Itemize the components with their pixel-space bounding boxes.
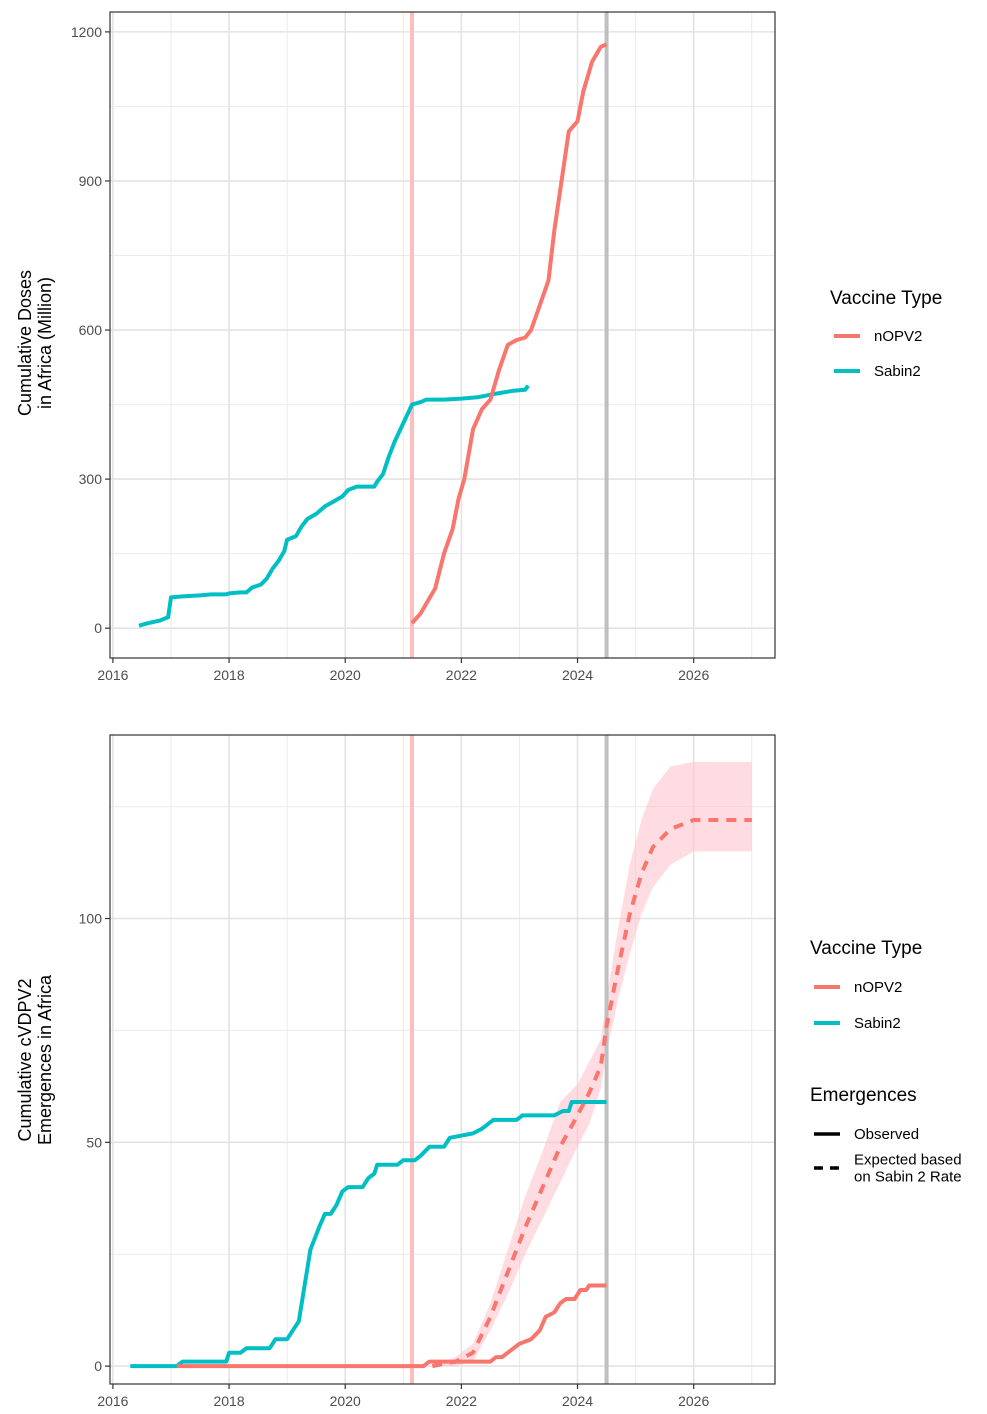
sabin2-line: [130, 1100, 607, 1369]
y-axis-title: in Africa (Million): [35, 277, 55, 409]
confidence-band: [432, 761, 752, 1367]
nopv2-line: [176, 1283, 607, 1369]
linetype-label-solid: Observed: [854, 1126, 919, 1143]
sabin2-line: [138, 384, 530, 628]
x-tick-label: 2018: [213, 1393, 244, 1409]
legend: Vaccine Type nOPV2 Sabin2: [830, 288, 942, 380]
x-tick-label: 2026: [678, 667, 709, 683]
legend-label-nopv2: nOPV2: [854, 979, 902, 996]
panel-2: 2016 2018 2020 2022 2024 2026 0 50 100 Cumulative…: [15, 734, 962, 1409]
y-tick-label: 900: [79, 173, 103, 189]
x-tick-label: 2020: [330, 1393, 361, 1409]
nopv2-expected-line: [431, 818, 752, 1369]
y-axis-title: Cumulative Doses: [15, 270, 35, 416]
x-tick-label: 2024: [562, 1393, 593, 1409]
legend-label-sabin2: Sabin2: [854, 1015, 901, 1032]
legend-label-nopv2: nOPV2: [874, 328, 922, 345]
panel-1: 2016 2018 2020 2022 2024 2026 0 300 600 900 1200 Cu…: [15, 11, 942, 683]
grid: [110, 12, 775, 658]
linetype-legend-title: Emergences: [810, 1085, 917, 1106]
y-tick-label: 1200: [71, 24, 102, 40]
linetype-label-line: Observed: [854, 1126, 919, 1143]
y-tick-label: 100: [79, 911, 103, 927]
y-tick-label: 600: [79, 322, 103, 338]
legend-title: Vaccine Type: [830, 288, 942, 309]
x-tick-label: 2016: [97, 1393, 128, 1409]
linetype-label-line: Expected based: [854, 1152, 962, 1169]
plot-border: [109, 11, 776, 659]
y-tick-label: 0: [94, 1358, 102, 1374]
nopv2-line: [410, 42, 608, 625]
plot-border: [109, 734, 776, 1385]
x-tick-label: 2016: [97, 667, 128, 683]
y-tick-label: 300: [79, 471, 103, 487]
legend: Vaccine Type nOPV2 Sabin2 Emergences Observe…: [810, 938, 962, 1186]
x-tick-label: 2022: [446, 1393, 477, 1409]
y-axis-title: Cumulative cVDPV2: [15, 978, 35, 1141]
x-tick-label: 2020: [330, 667, 361, 683]
y-tick-label: 50: [86, 1134, 102, 1150]
y-tick-label: 0: [94, 620, 102, 636]
legend-label-sabin2: Sabin2: [874, 363, 921, 380]
plot-background: [110, 12, 775, 658]
data-layer: [130, 735, 752, 1384]
x-tick-label: 2018: [213, 667, 244, 683]
y-axis-title: Emergences in Africa: [35, 974, 55, 1145]
data-layer: [138, 12, 609, 658]
x-tick-label: 2022: [446, 667, 477, 683]
x-tick-label: 2024: [562, 667, 593, 683]
linetype-label-line: on Sabin 2 Rate: [854, 1169, 962, 1186]
x-tick-label: 2026: [678, 1393, 709, 1409]
legend-title: Vaccine Type: [810, 938, 922, 959]
linetype-label-dashed: Expected based on Sabin 2 Rate: [854, 1152, 962, 1186]
